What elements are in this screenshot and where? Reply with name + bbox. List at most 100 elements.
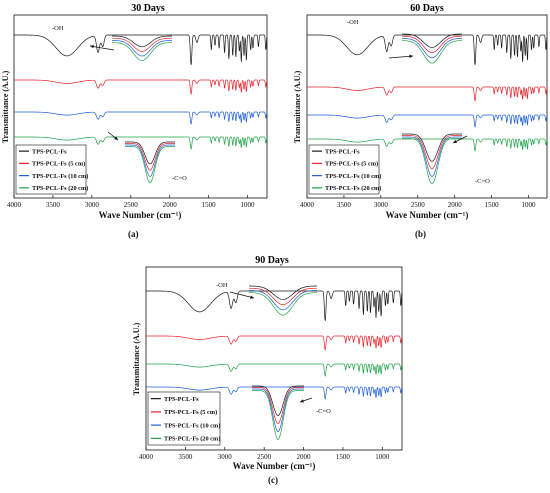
inset-peak-line <box>125 146 175 184</box>
inset-peak-line <box>252 388 304 433</box>
legend-entry: TPS-PCL-Fs (5 cm) <box>164 409 217 416</box>
x-tick-label: 1500 <box>336 453 351 461</box>
x-tick-label: 1000 <box>375 453 390 461</box>
spectrum-line <box>307 34 548 65</box>
legend-entry: TPS-PCL-Fs <box>325 148 360 155</box>
chart-c-panel-label: (c) <box>268 475 278 485</box>
chart-c-frame <box>145 266 403 451</box>
inset-peak-line <box>248 287 318 306</box>
chart-c-spectra <box>146 290 403 400</box>
inset-peak-line <box>112 37 172 52</box>
chart-b-insets <box>388 33 468 185</box>
legend-entry: TPS-PCL-Fs (5 cm) <box>325 161 378 168</box>
x-tick-label: 2500 <box>411 201 426 209</box>
inset-peak-line <box>401 38 463 59</box>
x-tick-label: 1500 <box>202 201 217 209</box>
spectrum-line <box>14 111 268 125</box>
inset-peak-line <box>249 285 317 300</box>
chart-c-insets <box>229 285 318 441</box>
x-tick-label: 3500 <box>337 201 352 209</box>
legend-entry: TPS-PCL-Fs (10 cm) <box>325 173 381 180</box>
inset-arrow <box>388 55 414 59</box>
x-tick-label: 2000 <box>297 453 312 461</box>
chart-c-title: 90 Days <box>255 255 289 266</box>
inset-peak-line <box>401 40 463 64</box>
chart-panel-a: 30 Days 4000 3500 3000 2500 2000 1500 1000 Wav… <box>0 0 272 228</box>
legend-entry: TPS-PCL-Fs <box>32 148 67 155</box>
x-tick-label: 3000 <box>374 201 389 209</box>
spectrum-line <box>146 363 403 377</box>
chart-b-ylabel: Transmittance (A.U.) <box>293 70 302 143</box>
inset-peak-line <box>252 387 304 425</box>
chart-b-panel-label: (b) <box>415 229 426 239</box>
legend-entry: TPS-PCL-Fs (20 cm) <box>325 185 381 192</box>
chart-a-title: 30 Days <box>131 3 165 14</box>
x-tick-label: 3000 <box>218 453 233 461</box>
inset-peak-line <box>112 35 172 48</box>
x-tick-label: 1000 <box>241 201 256 209</box>
chart-c-oh-label: -OH <box>216 282 228 289</box>
inset-arrow-head <box>453 139 457 143</box>
inset-peak-line <box>402 135 462 170</box>
chart-b-x-ticks: 4000 3500 3000 2500 2000 1500 1000 <box>300 195 536 209</box>
inset-arrow-head <box>90 44 94 49</box>
inset-peak-line <box>111 42 173 61</box>
inset-arrow-head <box>300 399 304 403</box>
x-tick-label: 4000 <box>300 201 315 209</box>
chart-c-ylabel: Transmittance (A.U.) <box>132 322 141 395</box>
chart-panel-c: 90 Days 4000 3500 3000 2500 2000 1500 1000 Wav… <box>132 252 412 474</box>
chart-a-svg: 30 Days 4000 3500 3000 2500 2000 1500 1000 Wav… <box>1 3 268 220</box>
chart-a-legend: TPS-PCL-Fs TPS-PCL-Fs (5 cm) TPS-PCL-Fs (1… <box>15 144 88 195</box>
chart-c-svg: 90 Days 4000 3500 3000 2500 2000 1500 1000 Wav… <box>132 255 403 471</box>
chart-a-x-ticks: 4000 3500 3000 2500 2000 1500 1000 <box>7 195 255 209</box>
inset-peak-line <box>252 390 304 441</box>
inset-peak-line <box>125 141 175 165</box>
chart-a-frame <box>13 14 268 199</box>
legend-box <box>147 391 221 446</box>
spectrum-line <box>14 34 268 65</box>
legend-box <box>308 144 380 195</box>
chart-panel-b: 60 Days 4000 3500 3000 2500 2000 1500 1000 Wav… <box>275 0 550 228</box>
inset-arrow-head <box>409 54 413 59</box>
spectrum-line <box>307 138 548 152</box>
chart-b-xlabel: Wave Number (cm⁻¹) <box>386 210 469 220</box>
chart-a-spectra <box>14 34 268 150</box>
chart-a-co-label: -C=O <box>172 175 187 182</box>
x-tick-label: 2000 <box>448 201 463 209</box>
legend-box <box>15 144 87 195</box>
x-tick-label: 1000 <box>522 201 537 209</box>
inset-arrow <box>229 291 255 299</box>
x-tick-label: 3000 <box>85 201 100 209</box>
chart-b-legend: TPS-PCL-Fs TPS-PCL-Fs (5 cm) TPS-PCL-Fs (1… <box>308 144 381 195</box>
inset-arrow-head <box>114 136 118 140</box>
inset-peak-line <box>248 292 318 316</box>
legend-entry: TPS-PCL-Fs (10 cm) <box>164 422 220 429</box>
chart-c-co-label: -C=O <box>316 408 331 415</box>
x-tick-label: 3500 <box>46 201 61 209</box>
spectrum-line <box>146 386 403 400</box>
inset-peak-line <box>402 33 462 48</box>
chart-a-ylabel: Transmittance (A.U.) <box>1 70 10 143</box>
legend-entry: TPS-PCL-Fs <box>164 396 199 403</box>
inset-peak-line <box>402 133 462 162</box>
inset-arrow <box>89 45 115 51</box>
inset-peak-line <box>402 136 462 177</box>
chart-b-co-label: -C=O <box>475 178 490 185</box>
x-tick-label: 2500 <box>124 201 139 209</box>
chart-a-oh-label: -OH <box>52 25 64 32</box>
inset-peak-line <box>252 385 304 417</box>
chart-b-svg: 60 Days 4000 3500 3000 2500 2000 1500 1000 Wav… <box>293 3 548 220</box>
inset-peak-line <box>248 290 318 311</box>
x-tick-label: 2000 <box>163 201 178 209</box>
x-tick-label: 1500 <box>485 201 500 209</box>
inset-peak-line <box>125 144 175 178</box>
x-tick-label: 4000 <box>139 453 154 461</box>
inset-peak-line <box>401 35 463 54</box>
inset-peak-line <box>402 138 462 185</box>
chart-a-xlabel: Wave Number (cm⁻¹) <box>99 210 182 220</box>
legend-entry: TPS-PCL-Fs (20 cm) <box>164 436 220 443</box>
chart-c-legend: TPS-PCL-Fs TPS-PCL-Fs (5 cm) TPS-PCL-Fs (1… <box>147 391 221 446</box>
spectrum-line <box>307 114 548 128</box>
spectrum-line <box>146 290 403 321</box>
chart-c-xlabel: Wave Number (cm⁻¹) <box>233 461 316 471</box>
